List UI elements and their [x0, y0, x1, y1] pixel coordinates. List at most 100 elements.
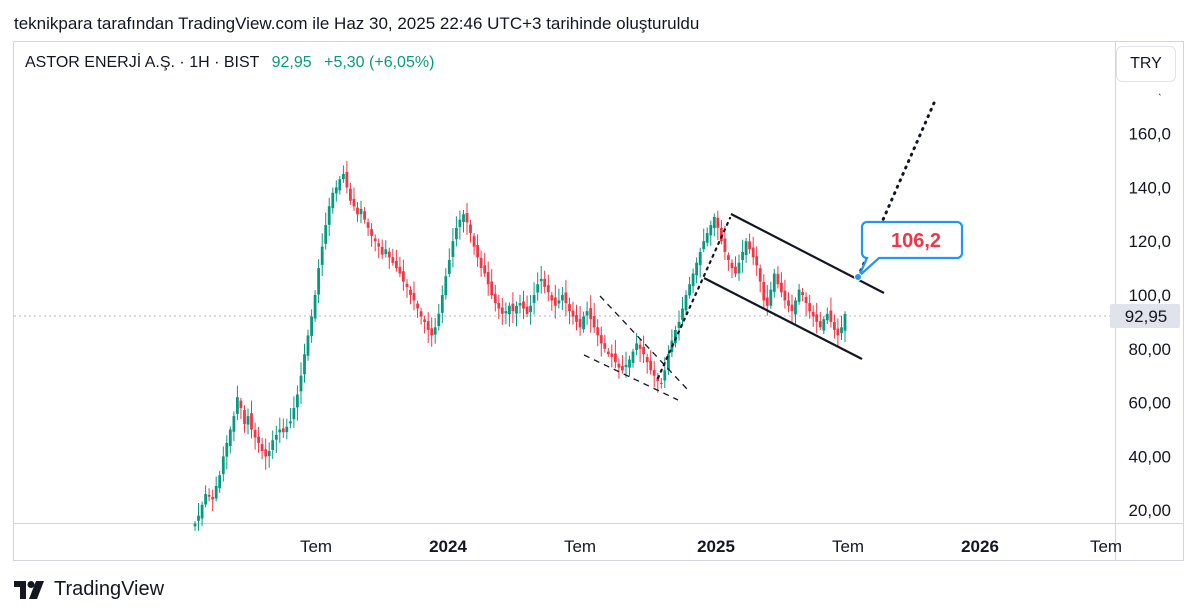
chart-caption: teknikpara tarafından TradingView.com il… — [14, 14, 700, 33]
candle-body — [349, 188, 352, 201]
time-axis-separator — [13, 523, 1184, 524]
candle-body — [402, 271, 405, 282]
candle-body — [642, 346, 645, 355]
candle-body — [561, 295, 564, 301]
candle-body — [299, 375, 303, 392]
candle-body — [366, 222, 370, 228]
price-tick-label: 160,0 — [1128, 125, 1171, 144]
candle-body — [790, 304, 794, 312]
price-callout[interactable]: 106,2 — [854, 220, 964, 281]
candle-body — [564, 292, 568, 304]
candle-body — [744, 241, 748, 255]
candle-body — [200, 504, 204, 519]
candle-body — [253, 429, 257, 438]
candle-body — [221, 456, 225, 475]
last-price-badge: 92,95 — [1110, 304, 1180, 328]
candles-layer — [193, 160, 847, 531]
candle-body — [557, 300, 561, 304]
candle-body — [243, 410, 246, 425]
candle-body — [808, 303, 812, 312]
candle-body — [236, 397, 239, 414]
last-price-value: 92,95 — [271, 54, 312, 71]
candle-body — [628, 359, 631, 368]
candle-body — [691, 273, 695, 287]
candle-body — [667, 354, 670, 370]
candle-body — [712, 217, 716, 228]
candle-body — [804, 297, 808, 304]
candle-body — [412, 292, 416, 301]
candle-body — [709, 225, 713, 236]
candle-body — [518, 303, 522, 306]
candle-body — [772, 273, 776, 292]
candle-body — [688, 284, 691, 296]
candle-body — [776, 273, 780, 285]
tradingview-brand[interactable]: TradingView — [14, 578, 164, 601]
time-tick-label: Tem — [832, 537, 864, 556]
candle-body — [493, 294, 497, 304]
price-tick-label: 60,00 — [1128, 394, 1171, 413]
candle-body — [656, 377, 660, 382]
candle-body — [384, 249, 388, 254]
symbol-legend[interactable]: ASTOR ENERJİ A.Ş. · 1H · BIST 92,95 +5,3… — [25, 54, 434, 72]
candle-body — [232, 416, 236, 432]
candle-body — [780, 282, 783, 293]
candle-body — [228, 429, 232, 447]
candle-body — [578, 318, 582, 328]
time-tick-label: Tem — [300, 537, 332, 556]
candle-body — [836, 328, 840, 336]
time-tick-label: 2024 — [429, 537, 467, 556]
price-tick-label: 120,0 — [1128, 232, 1171, 251]
candle-body — [373, 238, 377, 242]
candle-body — [539, 278, 543, 282]
last-price-label: 92,95 — [1125, 307, 1168, 326]
candle-body — [695, 262, 698, 276]
candle-body — [684, 295, 688, 311]
candle-body — [631, 351, 635, 363]
candle-body — [624, 364, 628, 368]
candle-body — [568, 304, 571, 312]
candle-body — [603, 343, 607, 349]
candle-body — [246, 416, 250, 425]
symbol-title[interactable]: ASTOR ENERJİ A.Ş. · 1H · BIST — [25, 54, 260, 71]
candle-body — [596, 327, 600, 336]
candle-body — [511, 303, 515, 312]
price-change: +5,30 (+6,05%) — [324, 54, 435, 71]
candle-body — [313, 295, 317, 319]
candle-body — [338, 179, 342, 191]
candle-body — [479, 257, 483, 269]
candle-body — [585, 311, 589, 316]
candle-body — [748, 241, 751, 250]
price-axis[interactable]: 20,00 40,00 60,00 80,00 100,0 120,0 140,0 160,0 — [1128, 125, 1171, 521]
candle-body — [342, 173, 345, 179]
candle-body — [815, 314, 819, 322]
candle-body — [797, 289, 801, 302]
candle-body — [592, 316, 596, 328]
candle-body — [818, 321, 822, 328]
price-axis-separator — [1115, 41, 1116, 561]
candle-body — [546, 285, 550, 293]
candle-body — [271, 440, 275, 450]
candle-body — [225, 442, 229, 457]
candle-body — [681, 308, 684, 320]
candle-body — [239, 400, 243, 408]
candle-body — [250, 413, 253, 430]
currency-button[interactable]: TRY — [1116, 46, 1176, 82]
brand-name: TradingView — [54, 578, 165, 600]
candle-body — [197, 515, 200, 521]
candle-body — [257, 436, 260, 443]
candle-body — [606, 351, 610, 355]
candle-body — [274, 434, 278, 440]
time-axis[interactable]: Tem 2024 Tem 2025 Tem 2026 Tem — [300, 537, 1122, 556]
candle-body — [705, 233, 709, 243]
price-tick-label: 140,0 — [1128, 178, 1171, 197]
candle-body — [843, 314, 847, 331]
candle-body — [324, 225, 328, 244]
candle-body — [451, 241, 455, 257]
time-tick-label: 2026 — [961, 537, 999, 556]
candle-body — [440, 295, 444, 313]
axis-tick-mark: ˎ — [1158, 82, 1162, 96]
candle-body — [490, 281, 494, 295]
candle-body — [370, 229, 373, 236]
candle-body — [433, 327, 437, 335]
